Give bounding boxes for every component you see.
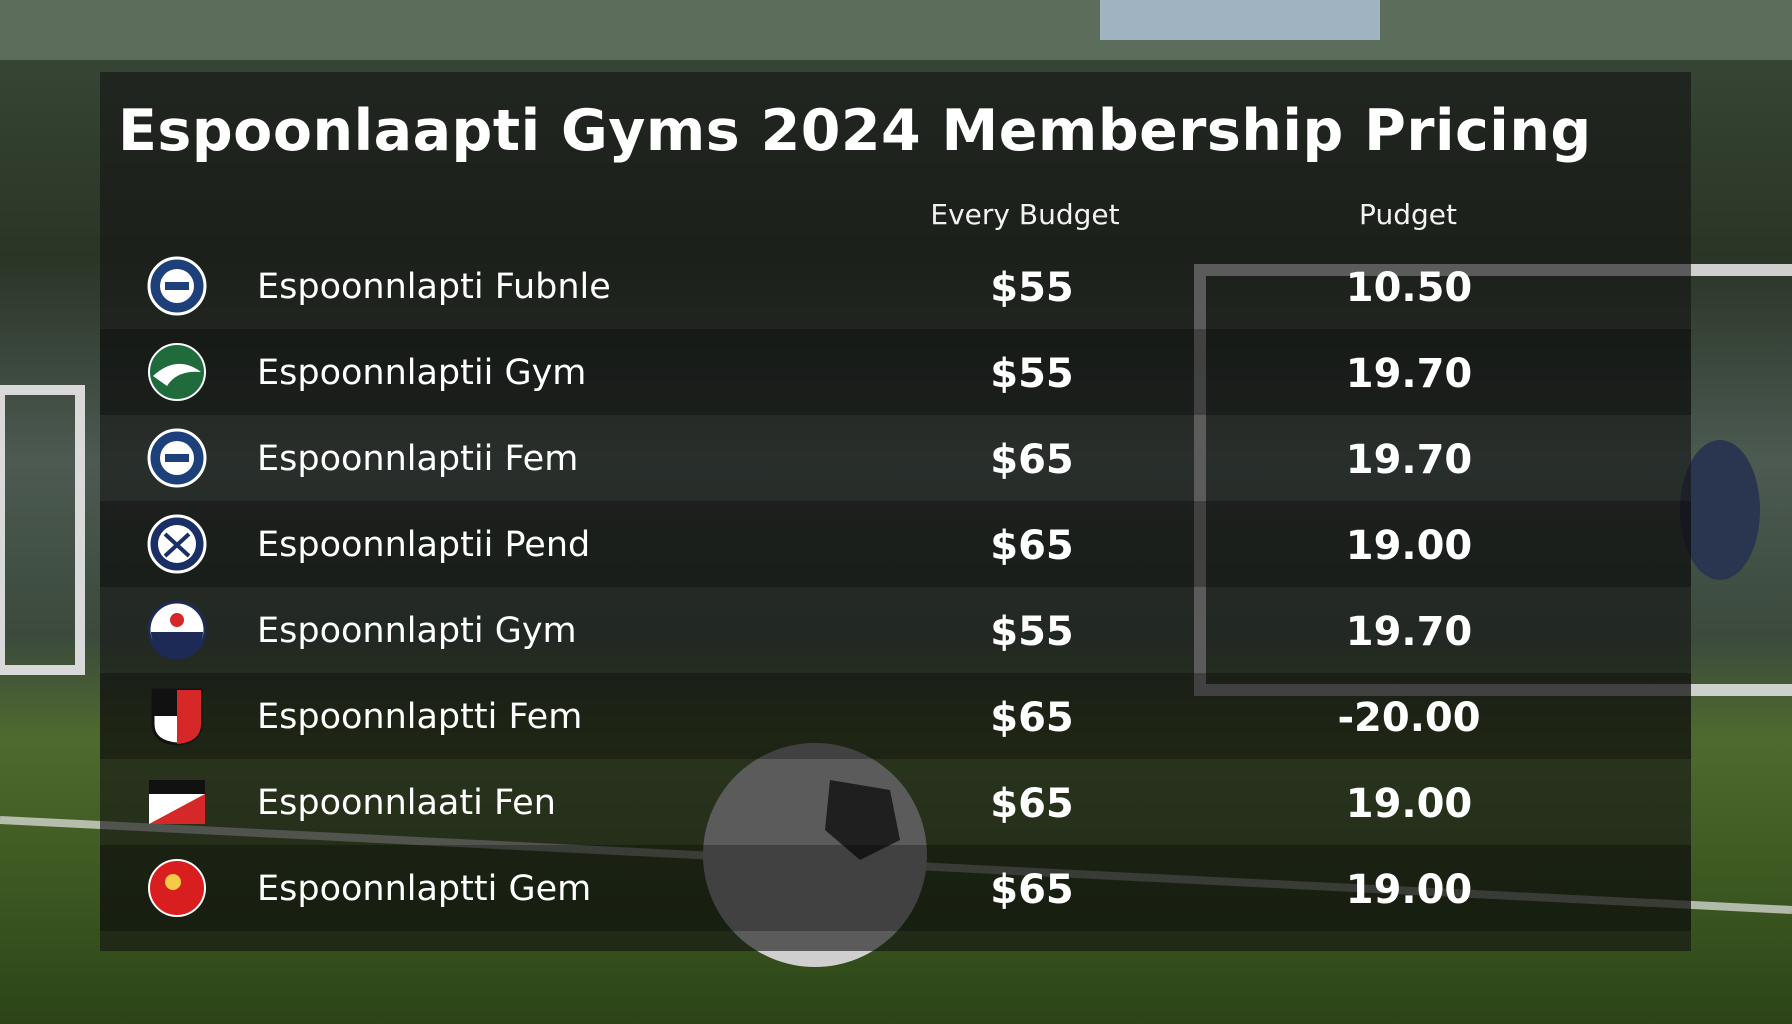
budget-value: 10.50 (1345, 265, 1473, 311)
column-header: Every Budget (930, 198, 1120, 231)
price: $65 (990, 437, 1074, 483)
budget-value: 19.70 (1345, 437, 1473, 483)
budget-value: 19.00 (1345, 781, 1473, 827)
budget-value: -20.00 (1337, 695, 1481, 741)
sky-gap (1100, 0, 1380, 40)
gym-name: Espoonnlaptti Fem (257, 697, 583, 737)
gym-name: Espoonnlaptii Gym (257, 353, 587, 393)
price: $65 (990, 523, 1074, 569)
gym-name: Espoonnlaptii Fem (257, 439, 579, 479)
price: $55 (990, 609, 1074, 655)
gym-logo (147, 600, 207, 660)
table-row: Espoonnlaptti Fem $65 -20.00 (100, 673, 1691, 759)
gym-logo (148, 859, 206, 917)
gym-logo (149, 780, 205, 824)
gym-logo (148, 343, 206, 401)
table-row: Espoonnlaptti Gem $65 19.00 (100, 845, 1691, 931)
table-row: Espoonnlaptii Pend $65 19.00 (100, 501, 1691, 587)
table-row: Espoonnlaptii Gym $55 19.70 (100, 329, 1691, 415)
price: $65 (990, 781, 1074, 827)
budget-value: 19.70 (1345, 609, 1473, 655)
budget-value: 19.70 (1345, 351, 1473, 397)
player (1680, 440, 1760, 580)
table-row: Espoonnlapti Gym $55 19.70 (100, 587, 1691, 673)
gym-logo (147, 514, 207, 574)
gym-name: Espoonnlapti Fubnle (257, 267, 611, 307)
gym-name: Espoonnlaptii Pend (257, 525, 591, 565)
gym-name: Espoonnlapti Gym (257, 611, 577, 651)
gym-name: Espoonnlaptti Gem (257, 869, 592, 909)
gym-name: Espoonnlaati Fen (257, 783, 556, 823)
goal-left (0, 385, 85, 675)
price: $65 (990, 695, 1074, 741)
budget-value: 19.00 (1345, 523, 1473, 569)
title: Espoonlaapti Gyms 2024 Membership Pricin… (118, 98, 1592, 164)
budget-value: 19.00 (1345, 867, 1473, 913)
table-row: Espoonnlaptii Fem $65 19.70 (100, 415, 1691, 501)
column-header: Pudget (1359, 198, 1457, 231)
gym-logo (147, 256, 207, 316)
sky (0, 0, 1792, 60)
gym-logo (151, 688, 203, 746)
price: $65 (990, 867, 1074, 913)
table-panel (100, 72, 1691, 951)
price: $55 (990, 265, 1074, 311)
table-row: Espoonnlapti Fubnle $55 10.50 (100, 243, 1691, 329)
price: $55 (990, 351, 1074, 397)
table-row: Espoonnlaati Fen $65 19.00 (100, 759, 1691, 845)
gym-logo (147, 428, 207, 488)
